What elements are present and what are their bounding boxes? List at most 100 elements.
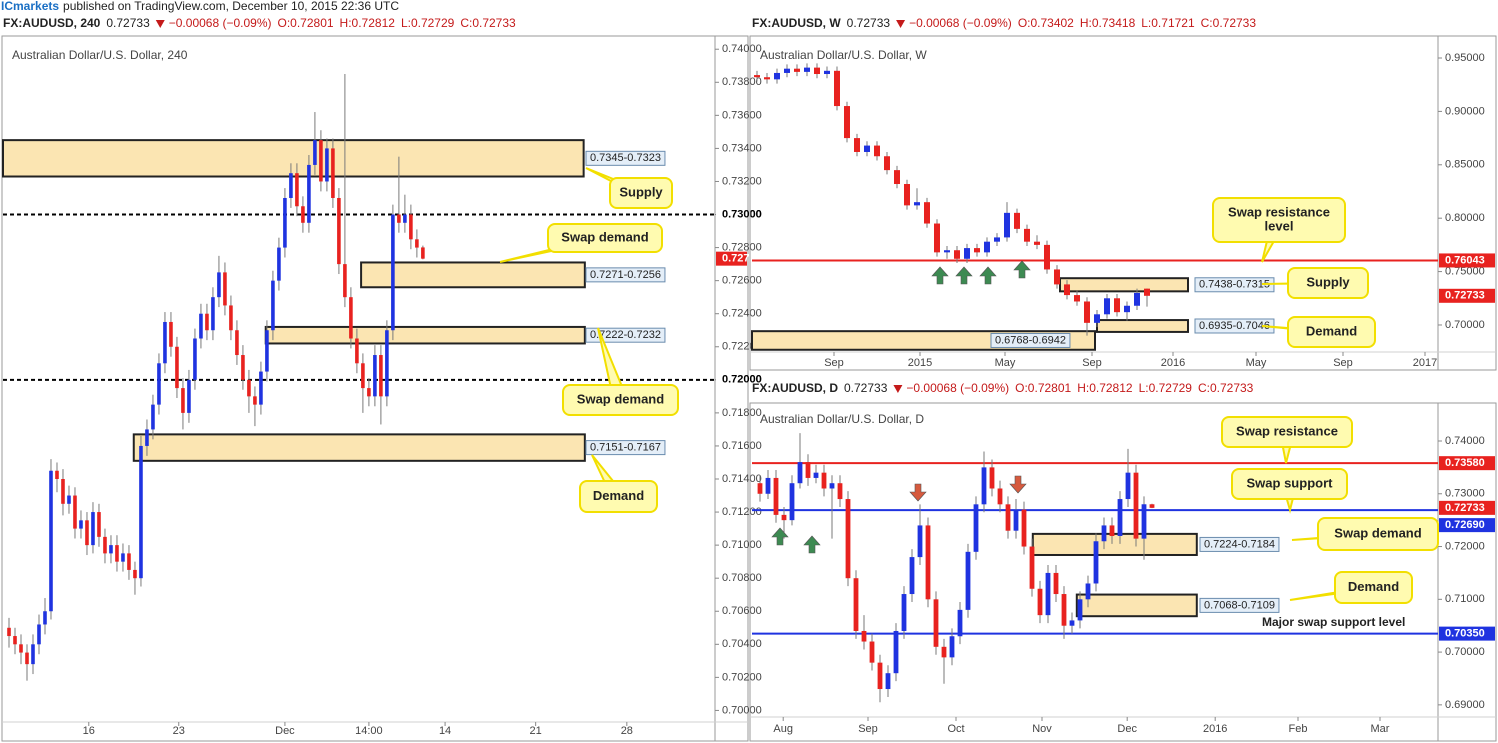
candle-body [373,355,377,397]
callout-box [1287,267,1369,299]
candle-body [864,145,870,152]
zone-label: 0.7068-0.7109 [1204,599,1275,611]
x-tick-label: Oct [947,723,964,735]
candle-body [67,495,71,504]
panel-frame [749,402,1497,742]
candle-body [869,641,875,663]
header-ohlc: H:0.72812 [340,16,396,30]
candle-body [861,630,867,642]
candle-body [397,214,401,223]
zone [2,139,585,178]
axis-badge-label: 0.72690 [1445,519,1485,531]
callout-text: Demand [1306,323,1357,338]
header-ohlc: O:0.72801 [278,16,334,30]
candle-body [37,624,41,645]
candle-body [301,206,305,223]
y-tick-label: 0.73200 [722,175,762,187]
y-tick-label: 0.74000 [1445,435,1485,447]
axis-badge [716,207,747,222]
down-arrow [1009,475,1027,494]
header-symbol: FX:AUDUSD, W [752,16,841,30]
y-tick-label: 0.71000 [1445,593,1485,605]
candle-body [415,239,419,248]
candle-body [844,106,850,139]
zone [1059,277,1189,293]
candle-body [854,138,860,152]
y-tick-label: 0.70200 [722,671,762,683]
candle-body [259,371,263,405]
candle-body [1044,244,1050,270]
y-tick-label: 0.72000 [1445,540,1485,552]
zone [1096,319,1189,333]
panel-frame [1,35,749,742]
candle-body [61,479,65,504]
candle-body [1034,241,1040,245]
callout-text: Demand [593,488,644,503]
callout-box [1212,197,1346,243]
x-tick-label: Feb [1289,723,1308,735]
chart: FX:AUDUSD, W 0.72733 −0.00068 (−0.09%) O:0.… [749,16,1497,371]
candle-body [1037,588,1043,616]
candle-body [1004,212,1010,238]
callout-text: Swap demand [1334,525,1421,540]
zone-label: 0.7222-0.7232 [590,329,661,341]
candle-body [391,214,395,331]
candle-body [914,202,920,206]
callout-text: Swap resistance [1236,423,1338,438]
brand[interactable]: ICmarkets [1,0,59,13]
candle-body [271,280,275,331]
candle-body [805,462,811,478]
candle-body [49,470,53,612]
header-change: −0.00068 (−0.09%) [169,16,272,30]
candle-body [127,553,131,570]
candle-body [1013,509,1019,531]
candle-body [894,170,900,185]
axis-badge [716,251,747,266]
candle-body [211,297,215,331]
candle-body [964,248,970,259]
candle-body [349,297,353,339]
candle-body [821,472,827,489]
candle-body [367,388,371,397]
candle-body [973,504,979,552]
y-tick-label: 0.69000 [1445,699,1485,711]
candle-body [307,164,311,223]
y-tick-label: 0.72600 [722,275,762,287]
candle-body [1125,472,1131,500]
candle-body [277,247,281,281]
candle-body [403,214,407,223]
candle-body [217,272,221,298]
candle-body [241,355,245,380]
zone [1031,532,1198,556]
candle-body [361,363,365,389]
callout-box [562,384,679,416]
candle-body [754,75,760,78]
candle-body [1084,301,1090,323]
candle-body [774,72,780,80]
up-arrow [979,266,997,285]
zone [1075,593,1198,618]
candle-body [1069,620,1075,626]
candle-body [1014,212,1020,229]
callout-box [609,177,673,209]
zone [132,433,586,462]
candle-body [133,569,137,579]
chart-title: Australian Dollar/U.S. Dollar, 240 [12,48,188,62]
y-tick-label: 0.70000 [1445,646,1485,658]
y-tick-label: 0.70400 [722,638,762,650]
callout-box [1231,468,1348,500]
candle-body [181,388,185,413]
header-change: −0.00068 (−0.09%) [909,16,1012,30]
candle-body [55,470,59,480]
candle-body [1104,298,1110,315]
header-ohlc: C:0.72733 [1201,16,1257,30]
candle-body [247,379,251,397]
candle-body [764,77,770,80]
candle-body [1114,298,1120,313]
candle-body [313,140,317,165]
candle-body [917,525,923,558]
candle-body [223,272,227,306]
candle-body [115,545,119,562]
candle-body [757,483,763,494]
up-arrow [771,527,789,546]
